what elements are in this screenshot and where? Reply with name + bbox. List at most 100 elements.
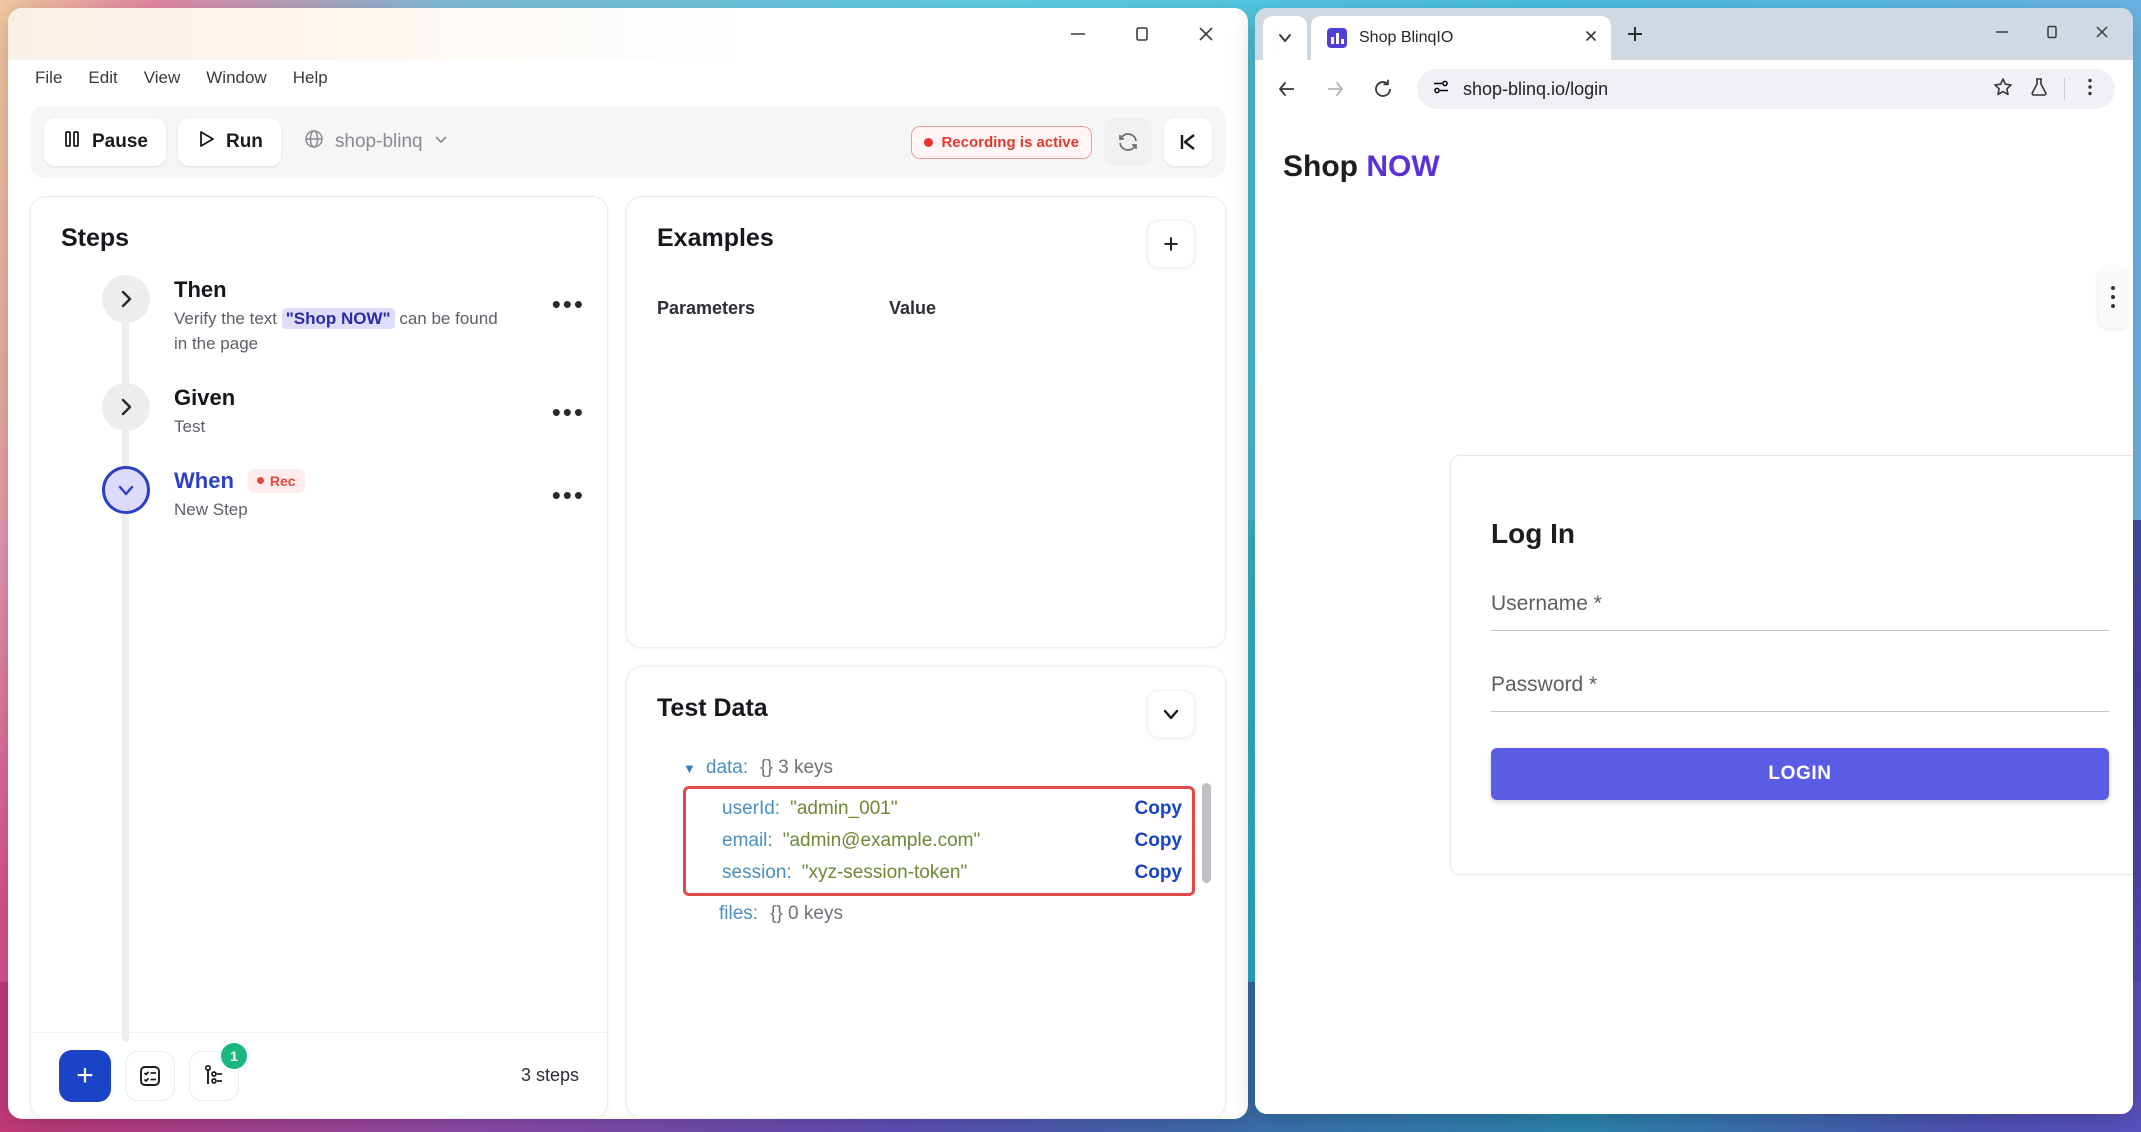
add-example-button[interactable]: + xyxy=(1147,220,1195,268)
reload-icon[interactable] xyxy=(1363,69,1403,109)
json-key: files: xyxy=(719,903,759,924)
examples-table-header: Parameters Value xyxy=(657,298,1195,319)
copy-button[interactable]: Copy xyxy=(1134,798,1183,819)
json-row[interactable]: userId: "admin_001" Copy xyxy=(686,793,1182,825)
menu-file[interactable]: File xyxy=(35,68,63,87)
login-card: Log In Username * Password * LOGIN xyxy=(1450,455,2133,875)
close-icon[interactable] xyxy=(1583,28,1599,49)
menu-window[interactable]: Window xyxy=(206,68,267,87)
collapse-left-icon[interactable] xyxy=(1164,118,1212,166)
examples-title: Examples xyxy=(657,224,774,252)
chevron-down-icon[interactable] xyxy=(1147,690,1195,738)
json-key: email: xyxy=(722,830,773,851)
step-item-when[interactable]: When Rec New Step ••• xyxy=(31,465,607,523)
step-keyword: Then xyxy=(174,277,227,302)
login-button[interactable]: LOGIN xyxy=(1491,748,2109,800)
parameters-icon[interactable]: 1 xyxy=(189,1042,247,1101)
browser-omnibar: shop-blinq.io/login xyxy=(1255,60,2133,118)
step-expand-icon[interactable] xyxy=(102,382,150,431)
recording-status-label: Recording is active xyxy=(941,133,1079,151)
toolbar-divider xyxy=(2064,78,2065,100)
username-field-group: Username * xyxy=(1491,592,2109,631)
page-side-menu-icon[interactable] xyxy=(2099,266,2127,328)
menu-help[interactable]: Help xyxy=(292,68,328,87)
steps-title: Steps xyxy=(61,224,130,252)
steps-panel: Steps Then Verify the text "Shop NOW" ca… xyxy=(30,196,608,1119)
json-root-row[interactable]: ▼ data: {} 3 keys xyxy=(657,752,1195,784)
test-recorder-window: File Edit View Window Help Pause Run sho… xyxy=(8,8,1248,1119)
record-dot-icon xyxy=(256,477,264,485)
json-root-meta: {} 3 keys xyxy=(760,757,834,778)
parameters-count-badge: 1 xyxy=(221,1042,247,1069)
flask-icon[interactable] xyxy=(2028,76,2050,103)
play-icon xyxy=(196,129,216,155)
login-title: Log In xyxy=(1491,518,1575,549)
url-text: shop-blinq.io/login xyxy=(1463,78,1609,99)
run-button[interactable]: Run xyxy=(177,118,281,166)
column-parameters: Parameters xyxy=(657,298,756,318)
copy-button[interactable]: Copy xyxy=(1134,830,1183,851)
json-row[interactable]: email: "admin@example.com" Copy xyxy=(686,825,1182,857)
new-tab-button[interactable] xyxy=(1625,24,1645,50)
pause-button[interactable]: Pause xyxy=(44,118,166,166)
address-bar[interactable]: shop-blinq.io/login xyxy=(1417,69,2115,109)
json-files-row[interactable]: files: {} 0 keys xyxy=(719,903,1195,925)
copy-button[interactable]: Copy xyxy=(1134,862,1183,883)
highlighted-json-rows: userId: "admin_001" Copy email: "admin@e… xyxy=(683,786,1195,896)
step-expand-icon[interactable] xyxy=(102,275,150,323)
menu-edit[interactable]: Edit xyxy=(88,68,118,87)
step-collapse-icon[interactable] xyxy=(102,465,150,514)
close-icon[interactable] xyxy=(1174,14,1238,54)
browser-tab[interactable]: Shop BlinqIO xyxy=(1311,16,1611,60)
tab-search-chevron-down-icon[interactable] xyxy=(1263,16,1307,60)
username-input[interactable] xyxy=(1491,630,2109,631)
step-description: New Step xyxy=(174,500,248,520)
window-controls xyxy=(1046,8,1238,60)
json-root-key: data: xyxy=(705,757,749,778)
maximize-icon[interactable] xyxy=(1110,14,1174,54)
json-meta: {} 0 keys xyxy=(770,903,843,924)
kebab-menu-icon[interactable] xyxy=(2079,76,2101,103)
minimize-icon[interactable] xyxy=(1977,12,2027,52)
step-keyword: Given xyxy=(174,384,236,410)
add-step-button[interactable]: + xyxy=(59,1049,111,1102)
json-row[interactable]: session: "xyz-session-token" Copy xyxy=(686,857,1182,889)
test-data-title: Test Data xyxy=(657,694,768,722)
test-data-scrollbar[interactable] xyxy=(1202,783,1211,883)
window-titlebar xyxy=(8,8,1248,60)
site-settings-icon[interactable] xyxy=(1431,77,1451,102)
menubar: File Edit View Window Help xyxy=(8,60,1248,96)
steps-rail xyxy=(122,311,129,1042)
checklist-icon[interactable] xyxy=(125,1050,175,1101)
step-menu-icon[interactable]: ••• xyxy=(551,479,585,510)
menu-view[interactable]: View xyxy=(143,68,181,87)
site-logo: Shop NOW xyxy=(1283,150,1440,183)
forward-arrow-icon[interactable] xyxy=(1315,69,1355,109)
recording-status-badge: Recording is active xyxy=(911,125,1092,159)
minimize-icon[interactable] xyxy=(1046,14,1110,54)
steps-list: Then Verify the text "Shop NOW" can be f… xyxy=(31,253,607,1042)
password-field-group: Password * xyxy=(1491,673,2109,712)
triangle-down-icon[interactable]: ▼ xyxy=(683,760,696,776)
star-icon[interactable] xyxy=(1992,76,2014,103)
username-label: Username * xyxy=(1491,592,1602,615)
maximize-icon[interactable] xyxy=(2027,12,2077,52)
close-icon[interactable] xyxy=(2077,12,2127,52)
test-data-json-tree: ▼ data: {} 3 keys userId: "admin_001" Co… xyxy=(657,752,1195,925)
step-menu-icon[interactable]: ••• xyxy=(551,396,585,427)
refresh-icon[interactable] xyxy=(1104,118,1152,166)
back-arrow-icon[interactable] xyxy=(1267,69,1307,109)
password-label: Password * xyxy=(1491,673,1598,696)
environment-selector[interactable]: shop-blinq xyxy=(303,128,449,156)
password-input[interactable] xyxy=(1491,711,2109,712)
examples-panel: Examples + Parameters Value xyxy=(626,196,1226,648)
logo-accent: NOW xyxy=(1366,150,1440,183)
steps-count-label: 3 steps xyxy=(520,1065,579,1085)
step-menu-icon[interactable]: ••• xyxy=(551,289,585,319)
step-item-given[interactable]: Given Test ••• xyxy=(31,382,607,440)
step-item-then[interactable]: Then Verify the text "Shop NOW" can be f… xyxy=(31,275,607,357)
json-value: "xyz-session-token" xyxy=(801,862,968,883)
step-rec-badge: Rec xyxy=(247,468,305,494)
tab-title: Shop BlinqIO xyxy=(1359,29,1454,46)
recorder-toolbar: Pause Run shop-blinq Recording is active xyxy=(30,106,1226,178)
